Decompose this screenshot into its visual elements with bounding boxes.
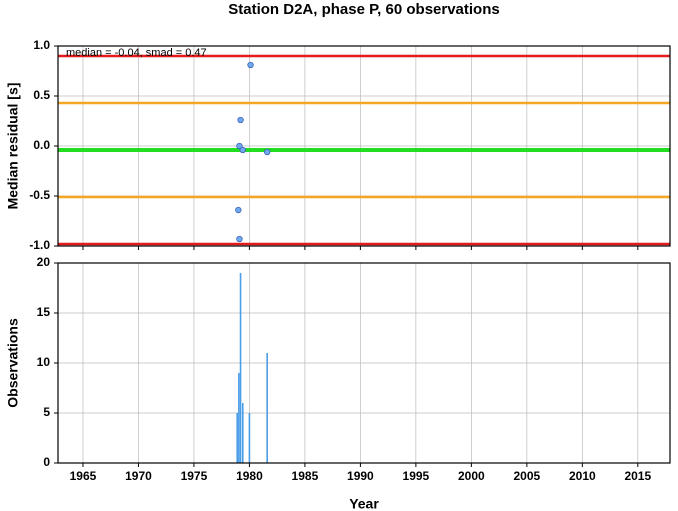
y-tick-label: -0.5: [29, 188, 50, 202]
data-point: [247, 61, 254, 69]
bar: [248, 413, 251, 463]
x-axis-label: Year: [349, 496, 379, 511]
x-tick-label: 1985: [292, 469, 319, 483]
x-tick-label: 2000: [458, 469, 485, 483]
x-tick-label: 2010: [569, 469, 596, 483]
y-axis-label: Observations: [5, 318, 21, 408]
x-tick-label: 1970: [125, 469, 152, 483]
y-tick-label: 5: [43, 405, 50, 419]
y-tick-label: 0.5: [33, 88, 50, 102]
y-tick-label: 15: [37, 305, 51, 319]
x-tick-label: 2015: [624, 469, 651, 483]
x-tick-label: 1965: [70, 469, 97, 483]
chart-title: Station D2A, phase P, 60 observations: [228, 1, 499, 18]
bar: [238, 373, 240, 463]
x-tick-label: 1980: [236, 469, 263, 483]
x-tick-label: 1975: [181, 469, 208, 483]
plot-frame: [57, 262, 671, 464]
y-tick-label: 0: [43, 455, 50, 469]
data-point: [264, 148, 271, 156]
x-tick-label: 1995: [403, 469, 430, 483]
y-tick-label: 0.0: [33, 138, 50, 152]
bar: [239, 273, 242, 463]
bar: [241, 403, 244, 463]
bar: [236, 413, 239, 463]
y-tick-label: 1.0: [33, 38, 50, 52]
data-point: [237, 116, 244, 124]
y-tick-label: -1.0: [29, 238, 50, 252]
y-axis-label: Median residual [s]: [5, 83, 21, 210]
data-point: [239, 146, 246, 154]
plot-frame: [57, 45, 671, 247]
data-point: [235, 206, 242, 214]
data-point: [236, 142, 243, 150]
y-tick-label: 20: [37, 255, 51, 269]
y-tick-label: 10: [37, 355, 51, 369]
data-point: [236, 235, 243, 243]
x-tick-label: 2005: [513, 469, 540, 483]
bar: [266, 353, 268, 463]
x-tick-label: 1990: [347, 469, 374, 483]
annotation: median = -0.04, smad = 0.47: [66, 47, 207, 59]
